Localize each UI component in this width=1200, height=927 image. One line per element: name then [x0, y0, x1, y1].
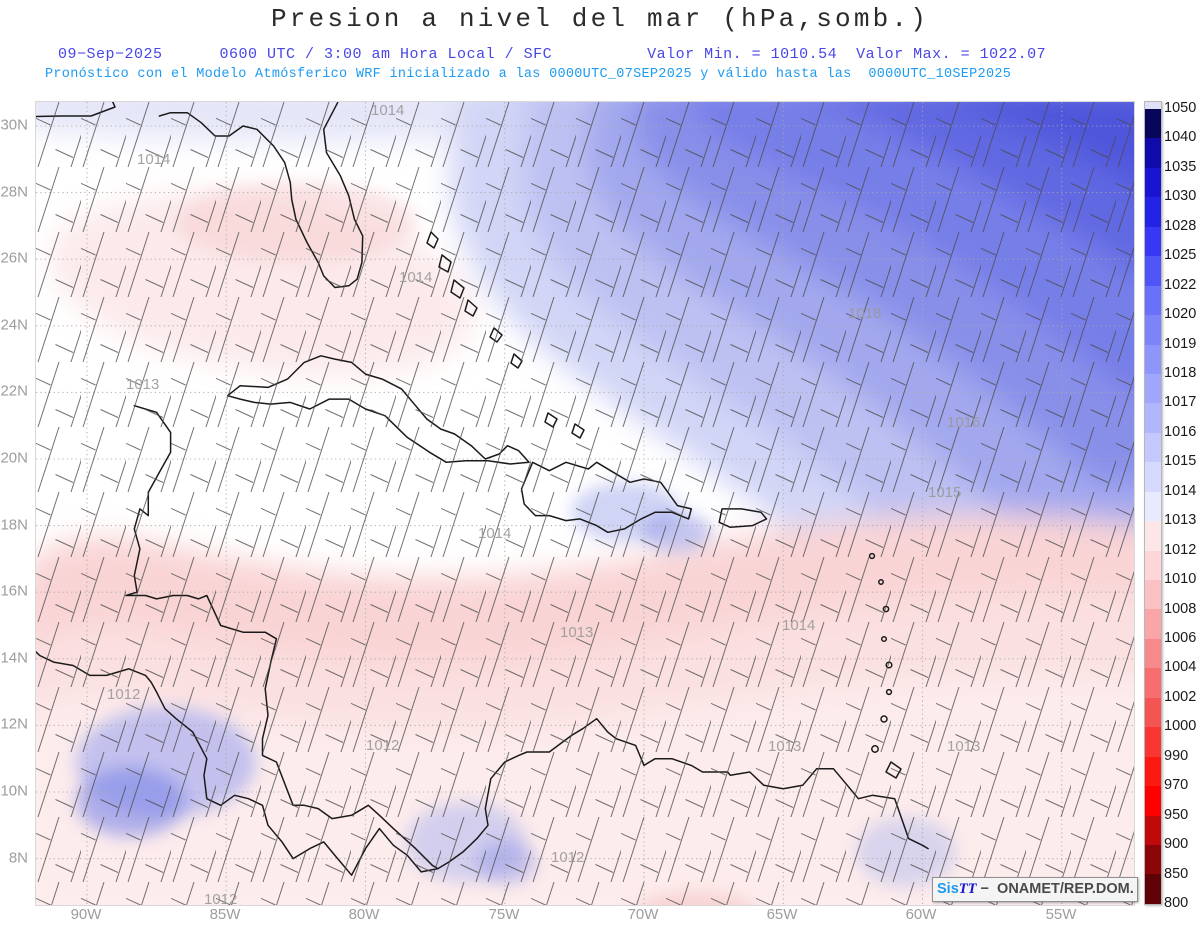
svg-text:1014: 1014: [782, 617, 815, 634]
svg-text:1014: 1014: [399, 269, 432, 286]
svg-text:1014: 1014: [137, 151, 170, 168]
svg-text:1013: 1013: [126, 376, 159, 393]
svg-text:1013: 1013: [947, 738, 980, 755]
svg-text:1012: 1012: [204, 891, 237, 905]
svg-text:1013: 1013: [768, 738, 801, 755]
svg-text:1012: 1012: [366, 737, 399, 754]
svg-text:1013: 1013: [560, 624, 593, 641]
svg-text:1012: 1012: [551, 849, 584, 866]
svg-text:1015: 1015: [928, 484, 961, 501]
svg-text:1016: 1016: [947, 414, 980, 431]
svg-text:1012: 1012: [107, 686, 140, 703]
svg-text:1014: 1014: [371, 102, 404, 119]
svg-text:1014: 1014: [478, 525, 511, 542]
svg-text:1018: 1018: [848, 305, 881, 322]
